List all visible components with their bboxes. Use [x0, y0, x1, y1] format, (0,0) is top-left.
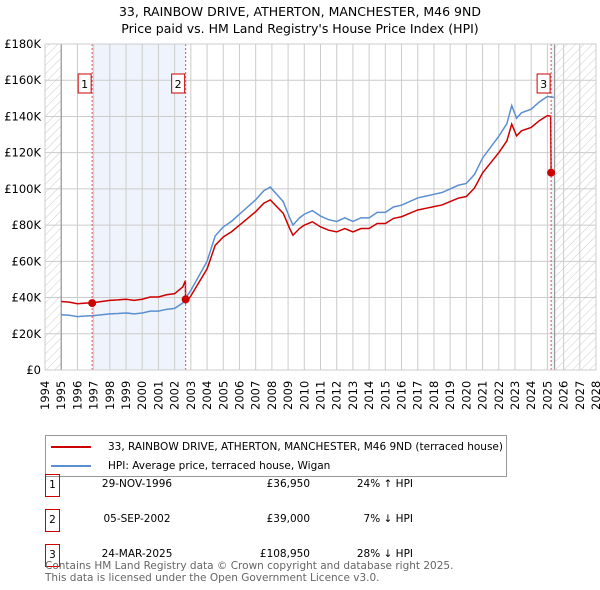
x-tick-label: 2028 [589, 381, 600, 410]
y-tick-label: £160K [4, 73, 41, 87]
x-tick-label: 1994 [38, 381, 52, 410]
chart-title: 33, RAINBOW DRIVE, ATHERTON, MANCHESTER,… [0, 3, 600, 37]
x-tick-label: 2005 [216, 381, 230, 410]
x-tick-label: 2025 [540, 381, 554, 410]
x-tick-label: 2006 [232, 381, 246, 410]
hpi-line-swatch [51, 465, 91, 467]
x-tick-label: 2013 [346, 381, 360, 410]
x-tick-label: 2009 [281, 381, 295, 410]
x-tick-label: 1998 [103, 381, 117, 410]
sale-number: 2 [45, 509, 60, 532]
x-tick-label: 2016 [395, 381, 409, 410]
sale-label-box [536, 73, 551, 94]
y-tick-label: £120K [4, 146, 41, 160]
x-tick-label: 2010 [297, 381, 311, 410]
hatched-no-data [554, 44, 596, 370]
x-tick-label: 2024 [524, 381, 538, 410]
sale-price: £108,950 [259, 548, 310, 560]
hatched-no-data [45, 44, 62, 370]
legend-hpi: HPI: Average price, terraced house, Wiga… [108, 460, 331, 472]
x-tick-label: 2022 [492, 381, 506, 410]
footer-line1: Contains HM Land Registry data © Crown c… [45, 560, 454, 572]
x-tick-label: 2003 [184, 381, 198, 410]
x-tick-label: 2008 [265, 381, 279, 410]
x-tick-label: 2019 [443, 381, 457, 410]
x-tick-label: 1996 [70, 381, 84, 410]
y-tick-label: £80K [12, 218, 42, 232]
x-tick-label: 2023 [508, 381, 522, 410]
subtitle-line: Price paid vs. HM Land Registry's House … [121, 21, 479, 36]
x-tick-label: 2002 [168, 381, 182, 410]
y-tick-label: £100K [4, 182, 41, 196]
y-tick-label: £0 [26, 363, 41, 377]
x-tick-label: 2014 [362, 381, 376, 410]
legend-property: 33, RAINBOW DRIVE, ATHERTON, MANCHESTER,… [108, 441, 503, 453]
plot-border [44, 43, 597, 371]
sale-row: 2 05-SEP-2002 £39,000 7% ↓ HPI [45, 509, 445, 532]
sale-date: 05-SEP-2002 [103, 513, 171, 525]
title-line: 33, RAINBOW DRIVE, ATHERTON, MANCHESTER,… [118, 4, 481, 19]
x-tick-label: 1997 [87, 381, 101, 410]
y-tick-label: £60K [12, 254, 42, 268]
footer-line2: This data is licensed under the Open Gov… [45, 572, 380, 584]
sale-hpi-diff: 24% ↑ HPI [356, 478, 413, 490]
x-tick-label: 2004 [200, 381, 214, 410]
sale-hpi-diff: 28% ↓ HPI [356, 548, 413, 560]
x-tick-label: 2015 [378, 381, 392, 410]
x-tick-label: 2000 [135, 381, 149, 410]
x-tick-label: 2026 [557, 381, 571, 410]
x-tick-label: 2017 [411, 381, 425, 410]
sale-label: 3 [540, 78, 547, 91]
x-tick-label: 1995 [54, 381, 68, 410]
price-chart: 1994 1995 1996 1997 1998 1999 2000 2001 2002 2003… [4, 37, 600, 410]
sale-label-box [171, 73, 186, 94]
sale-date: 29-NOV-1996 [101, 478, 173, 490]
x-tick-label: 2018 [427, 381, 441, 410]
x-tick-label: 2021 [476, 381, 490, 410]
x-tick-label: 1999 [119, 381, 133, 410]
y-tick-label: £140K [4, 109, 41, 123]
sale-label: 1 [81, 78, 88, 91]
x-tick-label: 2001 [151, 381, 165, 410]
sale-number: 3 [45, 544, 60, 567]
sale-row: 1 29-NOV-1996 £36,950 24% ↑ HPI [45, 474, 445, 497]
legend: 33, RAINBOW DRIVE, ATHERTON, MANCHESTER,… [45, 435, 507, 477]
sale-point [181, 295, 190, 304]
x-tick-label: 2012 [330, 381, 344, 410]
x-tick-label: 2027 [573, 381, 587, 410]
footer: Contains HM Land Registry data © Crown c… [45, 560, 453, 584]
sale-point [88, 299, 97, 308]
sale-row: 3 24-MAR-2025 £108,950 28% ↓ HPI [45, 544, 445, 567]
sale-label: 2 [175, 78, 182, 91]
shaded-period [92, 44, 186, 370]
property-line-swatch [51, 446, 91, 448]
sale-price: £39,000 [266, 513, 310, 525]
sale-hpi-diff: 7% ↓ HPI [363, 513, 413, 525]
sale-number: 1 [45, 474, 60, 497]
x-tick-label: 2020 [459, 381, 473, 410]
y-tick-label: £180K [4, 37, 41, 51]
sale-price: £36,950 [266, 478, 310, 490]
y-tick-label: £20K [12, 327, 42, 341]
property-price-line [61, 114, 552, 305]
y-tick-label: £40K [12, 291, 42, 305]
shaded-period [551, 44, 555, 370]
sale-point [547, 168, 556, 177]
sale-date: 24-MAR-2025 [101, 548, 173, 560]
hpi-line [61, 95, 554, 318]
sale-label-box [77, 73, 92, 94]
x-tick-label: 2011 [314, 381, 328, 410]
x-tick-label: 2007 [249, 381, 263, 410]
